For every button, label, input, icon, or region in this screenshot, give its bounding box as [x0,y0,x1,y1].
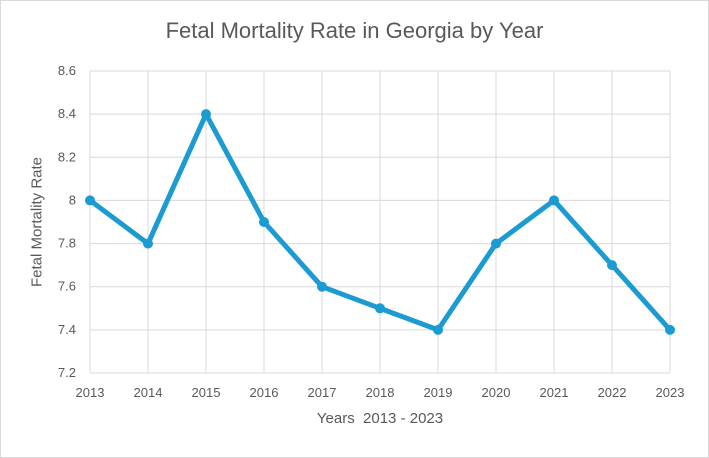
y-tick-label: 7.8 [58,236,76,251]
chart-title: Fetal Mortality Rate in Georgia by Year [165,18,544,43]
x-tick-label: 2019 [424,385,453,400]
data-point [491,238,501,249]
data-point [665,324,675,335]
data-point [317,281,327,292]
y-tick-label: 7.2 [58,365,76,380]
data-point [607,260,617,271]
data-point [375,303,385,314]
x-tick-label: 2013 [76,385,105,400]
data-point [259,217,269,227]
x-tick-label: 2021 [540,385,569,400]
x-tick-label: 2014 [134,385,163,400]
x-tick-label: 2023 [656,385,685,400]
x-axis-label: Years 2013 - 2023 [316,410,444,427]
data-point [433,324,443,335]
y-tick-label: 7.6 [58,279,76,294]
data-point [85,195,95,206]
data-point [201,109,211,120]
y-tick-label: 8.4 [58,106,76,121]
x-tick-label: 2016 [250,385,279,400]
y-tick-label: 7.4 [58,322,76,337]
x-tick-label: 2020 [482,385,511,400]
y-tick-label: 8.2 [58,149,76,164]
x-tick-label: 2017 [308,385,337,400]
y-tick-label: 8.6 [58,63,76,78]
x-tick-label: 2022 [598,385,627,400]
x-tick-label: 2015 [192,385,221,400]
data-point [549,195,559,206]
y-tick-label: 8 [69,192,76,207]
x-tick-label: 2018 [366,385,395,400]
data-point [143,238,153,249]
